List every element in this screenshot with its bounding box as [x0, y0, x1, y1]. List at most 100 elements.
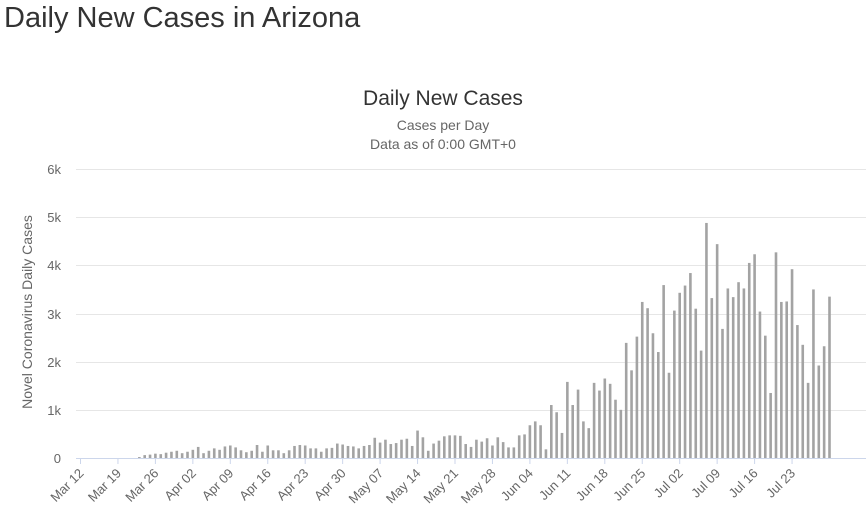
- x-tick-label: Jul 09: [688, 466, 723, 501]
- bar: [138, 457, 141, 458]
- x-tick-label: May 14: [383, 466, 424, 506]
- bar: [657, 352, 660, 458]
- bar: [148, 454, 152, 458]
- bar: [159, 454, 163, 458]
- bar: [806, 382, 810, 458]
- bar: [726, 288, 730, 458]
- bar: [186, 451, 189, 458]
- bar: [571, 405, 574, 458]
- bar: [432, 443, 435, 458]
- x-tick-label: May 07: [345, 466, 386, 506]
- bar: [646, 308, 649, 458]
- bar: [405, 438, 409, 458]
- bar: [576, 389, 580, 458]
- y-tick-label: 4k: [47, 258, 61, 273]
- bar: [550, 405, 553, 458]
- bar: [608, 383, 612, 458]
- bar: [239, 450, 243, 458]
- bar: [764, 335, 767, 458]
- bar: [742, 288, 746, 458]
- bar: [314, 448, 318, 458]
- bar: [619, 409, 623, 458]
- x-tick-label: Mar 26: [122, 466, 161, 505]
- bar: [255, 445, 259, 458]
- bar: [667, 372, 671, 458]
- bar: [143, 455, 146, 458]
- bar: [218, 449, 221, 458]
- bar: [191, 449, 195, 458]
- bar: [357, 448, 360, 458]
- x-tick-label: Apr 16: [236, 466, 274, 504]
- bar: [737, 282, 740, 458]
- bar: [245, 452, 248, 458]
- bar: [598, 390, 601, 458]
- x-tick-label: Jun 18: [573, 466, 611, 504]
- bar: [443, 436, 446, 458]
- bar: [721, 328, 724, 458]
- bar: [528, 425, 532, 458]
- bar: [523, 434, 526, 458]
- bar: [341, 444, 344, 458]
- bar: [223, 446, 227, 458]
- bar: [640, 301, 644, 458]
- bar: [512, 447, 516, 458]
- bar: [812, 289, 815, 458]
- bar: [694, 308, 698, 458]
- bar: [459, 435, 462, 458]
- y-tick-label: 5k: [47, 210, 61, 225]
- x-tick-label: Jul 16: [726, 466, 761, 501]
- x-tick-label: Jul 23: [763, 466, 798, 501]
- y-tick-label: 2k: [47, 355, 61, 370]
- bar: [539, 425, 542, 458]
- bar: [689, 273, 692, 458]
- page-title: Daily New Cases in Arizona: [4, 2, 361, 34]
- bar: [271, 450, 275, 458]
- bar: [491, 445, 494, 458]
- bar: [801, 344, 805, 458]
- bar: [485, 438, 489, 458]
- bar: [624, 342, 628, 458]
- bar: [731, 297, 735, 458]
- chart-title: Daily New Cases: [363, 87, 523, 110]
- bar: [437, 440, 441, 458]
- bar: [774, 252, 778, 458]
- bar: [587, 428, 591, 458]
- bar: [277, 450, 280, 458]
- bar: [384, 439, 387, 458]
- bar: [555, 412, 558, 458]
- bar: [287, 450, 291, 458]
- chart-subtitle: Cases per Day: [397, 117, 490, 133]
- bar: [421, 437, 425, 458]
- bar: [517, 435, 521, 458]
- x-tick-label: Apr 09: [199, 466, 237, 504]
- bar: [592, 382, 596, 458]
- x-tick-label: Jul 02: [651, 466, 686, 501]
- bar: [416, 430, 419, 458]
- bar: [298, 445, 302, 458]
- y-tick-label: 6k: [47, 162, 61, 177]
- bar: [234, 447, 237, 458]
- bar: [496, 437, 500, 458]
- bar: [346, 445, 350, 458]
- bar: [480, 441, 484, 458]
- bar: [330, 447, 334, 458]
- bar: [202, 453, 205, 458]
- bar: [758, 311, 762, 458]
- bar: [560, 432, 564, 458]
- bar: [699, 350, 703, 458]
- bar: [673, 310, 676, 458]
- y-axis-label: Novel Coronavirus Daily Cases: [19, 215, 35, 409]
- bar: [319, 451, 323, 458]
- bar: [533, 421, 537, 458]
- x-tick-label: Apr 30: [311, 466, 349, 504]
- bar: [212, 448, 216, 458]
- bar: [309, 448, 312, 458]
- bar: [207, 450, 211, 458]
- bar: [651, 333, 655, 458]
- y-axis-ticks: 0 1k 2k 3k 4k 5k 6k: [47, 162, 61, 466]
- bar: [796, 325, 799, 458]
- x-tick-label: Apr 02: [161, 466, 199, 504]
- bar: [250, 450, 253, 458]
- bar: [448, 435, 451, 458]
